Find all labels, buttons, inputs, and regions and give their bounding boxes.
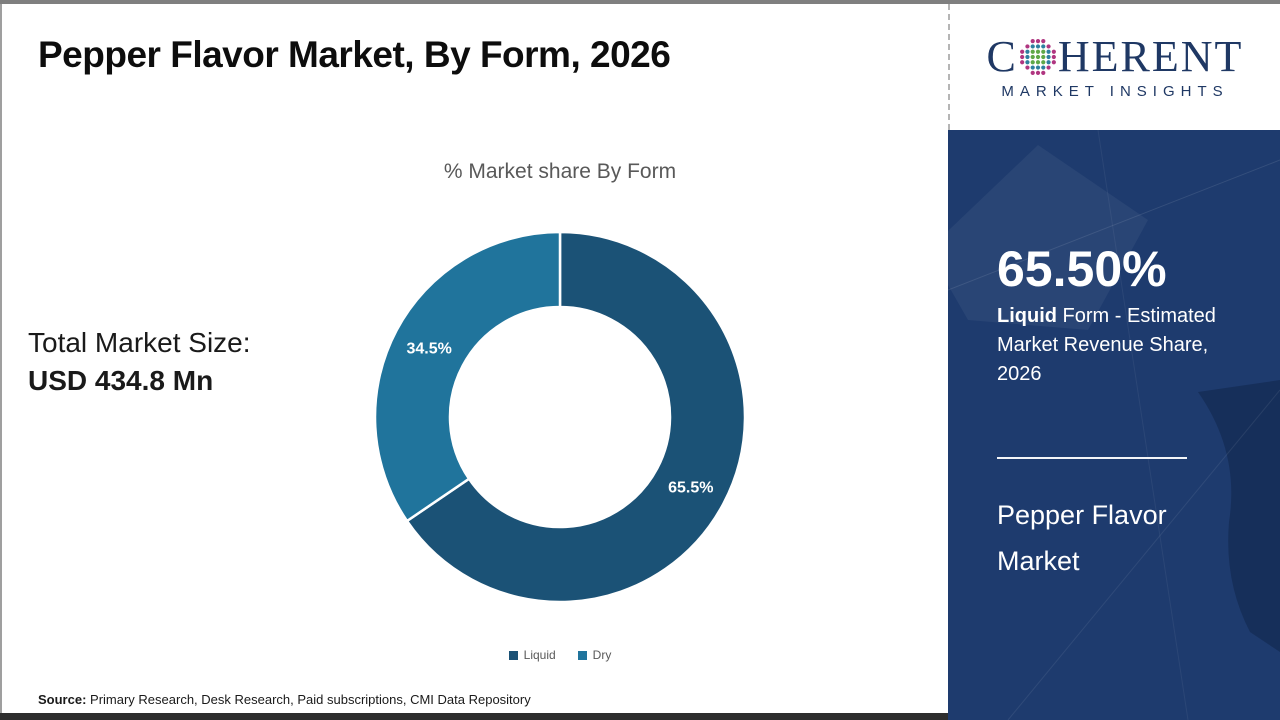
donut-slice-dry	[373, 230, 562, 523]
source-note: Source: Primary Research, Desk Research,…	[38, 692, 531, 707]
legend-item-dry: Dry	[577, 648, 612, 662]
logo-letter-c: C	[986, 31, 1018, 81]
bottom-border	[0, 713, 1280, 720]
logo-wordmark: C HERENT	[986, 31, 1244, 81]
slice-label-liquid: 65.5%	[668, 479, 713, 496]
logo: C HERENT MARKET INSIGHTS	[948, 4, 1280, 130]
total-market-size-label: Total Market Size:	[28, 327, 251, 358]
donut-slice-liquid	[405, 230, 747, 604]
page-title: Pepper Flavor Market, By Form, 2026	[38, 34, 671, 75]
globe-icon	[1019, 38, 1056, 75]
sidebar: 65.50% Liquid Form - Estimated Market Re…	[948, 130, 1280, 720]
legend-swatch-dry	[577, 650, 587, 660]
stat-description: Liquid Form - Estimated Market Revenue S…	[997, 302, 1245, 389]
stat-description-segment: Liquid	[997, 305, 1057, 327]
legend-label-dry: Dry	[592, 648, 612, 662]
logo-letters-herent: HERENT	[1057, 31, 1244, 81]
source-label: Source:	[38, 692, 87, 707]
legend-item-liquid: Liquid	[508, 648, 556, 662]
stat-description-rest: Form - Estimated Market Revenue Share, 2…	[997, 305, 1216, 385]
logo-tagline: MARKET INSIGHTS	[1001, 82, 1229, 100]
stat-value: 65.50%	[997, 241, 1167, 297]
chart-title: % Market share By Form	[443, 160, 677, 183]
world-map-texture-icon	[948, 130, 1280, 720]
sidebar-market-name: Pepper Flavor Market	[997, 500, 1167, 576]
chart-legend: Liquid Dry	[310, 648, 810, 662]
legend-swatch-liquid	[508, 650, 518, 660]
total-market-size: Total Market Size: USD 434.8 Mn	[28, 324, 251, 400]
source-text: Primary Research, Desk Research, Paid su…	[86, 692, 531, 707]
top-border	[0, 0, 1280, 4]
legend-label-liquid: Liquid	[523, 648, 556, 662]
total-market-size-value: USD 434.8 Mn	[28, 365, 214, 396]
slice-label-dry: 34.5%	[407, 341, 452, 358]
left-border	[0, 4, 2, 713]
donut-chart-svg: 65.5% 34.5%	[373, 230, 747, 604]
divider-line	[997, 457, 1187, 459]
